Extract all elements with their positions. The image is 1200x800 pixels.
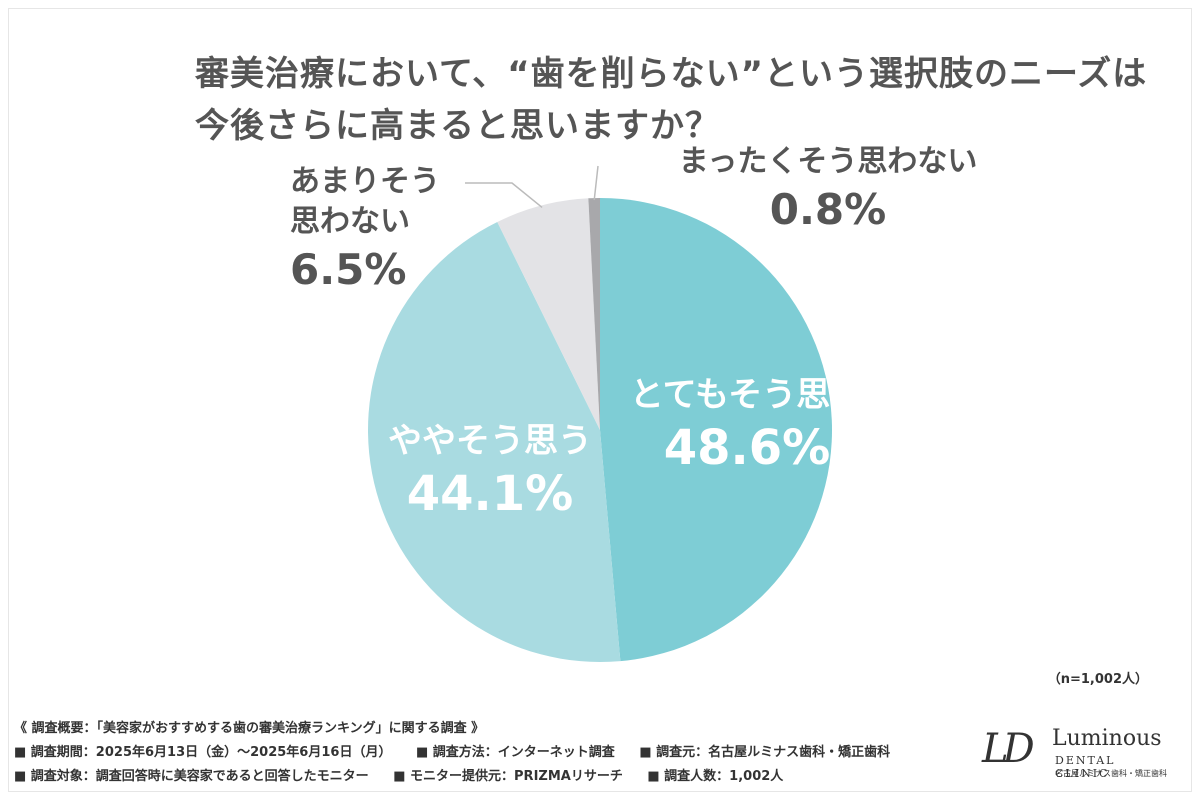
label-not-much: あまりそう 思わない 6.5%: [290, 162, 440, 298]
logo-sub-jp: 名古屋ルミナス歯科・矯正歯科: [1055, 769, 1167, 778]
pie-slice-not-much: [497, 198, 600, 430]
label-very: とてもそう思う 48.6%: [612, 372, 882, 478]
chart-title-line1: 審美治療において、“歯を削らない”という選択肢のニーズは: [195, 54, 1148, 94]
label-very-text: とてもそう思う: [629, 375, 865, 415]
notes-count: ■ 調査人数：1,002人: [647, 769, 784, 784]
clinic-logo: LD Luminous DENTAL CLINIC 名古屋ルミナス歯科・矯正歯科: [982, 726, 1172, 782]
leader-line-not-at-all: [593, 165, 599, 201]
survey-notes: 《 調査概要：「美容家がおすすめする歯の審美治療ランキング」に関する調査 》 ■…: [14, 717, 910, 789]
notes-row-2: ■ 調査対象：調査回答時に美容家であると回答したモニター ■ モニター提供元：P…: [14, 765, 910, 789]
pie-slice-somewhat: [367, 221, 621, 662]
label-not-much-line1: あまりそう: [290, 164, 440, 199]
frame: [8, 8, 1192, 792]
label-not-at-all-pct: 0.8%: [769, 185, 887, 234]
label-somewhat-text: ややそう思う: [388, 421, 592, 461]
logo-name: Luminous: [1052, 726, 1162, 751]
label-not-much-line2: 思わない: [290, 204, 410, 239]
chart-title: 審美治療において、“歯を削らない”という選択肢のニーズは 今後さらに高まると思い…: [195, 48, 1147, 152]
logo-sub: DENTAL CLINIC: [1055, 754, 1116, 780]
chart-title-line2: 今後さらに高まると思いますか？: [195, 106, 720, 146]
pie-slice-very: [600, 198, 833, 662]
leader-line-not-much: [465, 182, 543, 208]
sample-size: （n=1,002人）: [1047, 672, 1148, 687]
label-somewhat: ややそう思う 44.1%: [370, 418, 610, 524]
label-very-pct: 48.6%: [663, 420, 831, 476]
notes-source: ■ 調査元：名古屋ルミナス歯科・矯正歯科: [639, 745, 891, 760]
notes-target: ■ 調査対象：調査回答時に美容家であると回答したモニター: [14, 769, 369, 784]
logo-mark: LD: [982, 726, 1035, 772]
notes-row-1: ■ 調査期間：2025年6月13日（金）～2025年6月16日（月） ■ 調査方…: [14, 741, 910, 765]
notes-method: ■ 調査方法：インターネット調査: [415, 745, 615, 760]
notes-header: 《 調査概要：「美容家がおすすめする歯の審美治療ランキング」に関する調査 》: [14, 721, 485, 736]
label-not-at-all: まったくそう思わない 0.8%: [678, 142, 978, 238]
pie-slice-not-at-all: [588, 198, 600, 430]
label-somewhat-pct: 44.1%: [406, 466, 574, 522]
notes-period: ■ 調査期間：2025年6月13日（金）～2025年6月16日（月）: [14, 745, 392, 760]
notes-provider: ■ モニター提供元：PRIZMAリサーチ: [393, 769, 623, 784]
label-not-much-pct: 6.5%: [290, 245, 407, 294]
label-not-at-all-text: まったくそう思わない: [678, 144, 978, 179]
